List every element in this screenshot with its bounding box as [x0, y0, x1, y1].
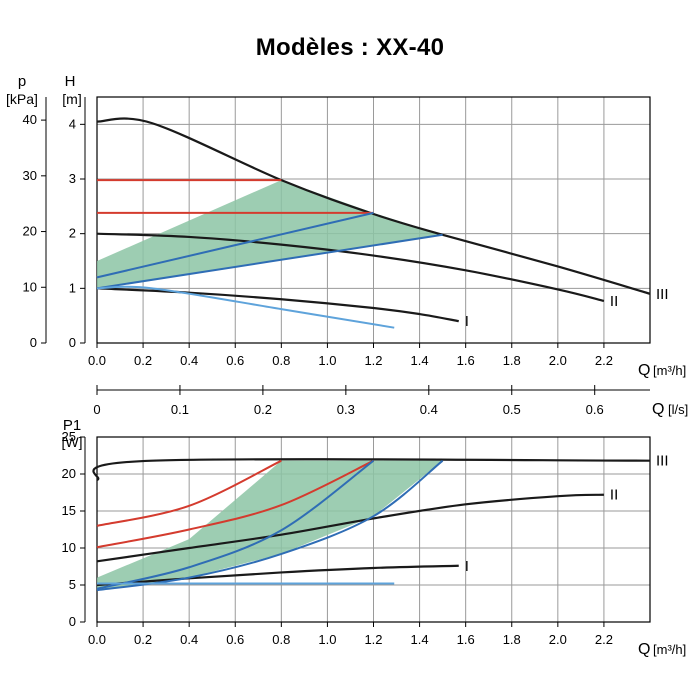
series-II [96, 493, 604, 563]
ls-tick-label: 0.2 [254, 402, 272, 417]
x-tick-label: 1.4 [411, 353, 429, 368]
ls-axis-unit: [l/s] [668, 402, 688, 417]
x-tick-label: 1.8 [503, 632, 521, 647]
ls-tick-label: 0.1 [171, 402, 189, 417]
y2-tick-label: 30 [23, 168, 37, 183]
series-III [92, 458, 651, 481]
x-tick-label: 0.0 [88, 632, 106, 647]
x-tick-label: 0.8 [272, 353, 290, 368]
y2-tick-label: 0 [30, 335, 37, 350]
y-tick-label: 10 [62, 540, 76, 555]
series-constant-pressure-low [96, 459, 374, 549]
series-III [96, 117, 651, 295]
x-tick-label: 2.2 [595, 632, 613, 647]
y-tick-label: 5 [69, 577, 76, 592]
x-tick-label: 2.0 [549, 632, 567, 647]
x-tick-label: 2.0 [549, 353, 567, 368]
chart-title: Modèles : XX-40 [255, 34, 445, 61]
y-axis-label: H [65, 73, 76, 90]
x-tick-label: 1.0 [318, 353, 336, 368]
series-constant-pressure-high [96, 459, 282, 527]
curve-label-II: II [610, 487, 618, 504]
x-axis-unit: [m³/h] [653, 642, 686, 657]
y-tick-label: 3 [69, 171, 76, 186]
x-tick-label: 0.2 [134, 632, 152, 647]
x-tick-label: 0.2 [134, 353, 152, 368]
curve-label-I: I [465, 558, 469, 575]
series-proportional-high [96, 459, 375, 590]
y2-axis-unit: [kPa] [6, 91, 38, 107]
x-tick-label: 0.6 [226, 632, 244, 647]
x-tick-label: 0.8 [272, 632, 290, 647]
series-autoadapt-min [96, 285, 395, 329]
curve-label-III: III [656, 453, 669, 470]
x-axis-label: Q [638, 362, 650, 379]
flow-ls-axis: 0 0.1 0.2 0.3 0.4 0.5 0.6 Q [l/s] [93, 385, 688, 418]
x-tick-label: 0.4 [180, 632, 198, 647]
series-I [96, 287, 459, 323]
ls-axis-label: Q [652, 401, 664, 418]
y-axis-label: P1 [63, 417, 81, 434]
series-proportional-low [96, 233, 443, 290]
y2-axis-label: p [18, 73, 26, 90]
y-tick-label: 20 [62, 466, 76, 481]
y-tick-label: 1 [69, 280, 76, 295]
x-tick-label: 0.6 [226, 353, 244, 368]
curve-label-II: II [610, 293, 618, 310]
y-tick-label: 2 [69, 226, 76, 241]
x-tick-label: 0.0 [88, 353, 106, 368]
ls-tick-label: 0.4 [420, 402, 438, 417]
x-axis-unit: [m³/h] [653, 363, 686, 378]
y2-tick-label: 40 [23, 112, 37, 127]
x-tick-label: 1.2 [364, 632, 382, 647]
series-proportional-high [96, 211, 374, 279]
x-tick-label: 1.6 [457, 632, 475, 647]
x-tick-label: 0.4 [180, 353, 198, 368]
ls-tick-label: 0.5 [503, 402, 521, 417]
curve-label-III: III [656, 286, 669, 303]
x-tick-label: 1.6 [457, 353, 475, 368]
curve-label-I: I [465, 313, 469, 330]
y2-tick-label: 20 [23, 224, 37, 239]
x-axis-label: Q [638, 641, 650, 658]
series-proportional-low [96, 459, 444, 592]
series-II [96, 232, 605, 302]
ls-tick-label: 0 [93, 402, 100, 417]
x-tick-label: 2.2 [595, 353, 613, 368]
y-axis-unit: [W] [62, 434, 83, 450]
y-tick-label: 0 [69, 614, 76, 629]
y2-tick-label: 10 [23, 279, 37, 294]
y-tick-label: 15 [62, 503, 76, 518]
x-tick-label: 1.8 [503, 353, 521, 368]
x-tick-label: 1.4 [411, 632, 429, 647]
y-axis-unit: [m] [62, 91, 81, 107]
ls-tick-label: 0.3 [337, 402, 355, 417]
y-tick-label: 25 [62, 429, 76, 444]
y-tick-label: 0 [69, 335, 76, 350]
series-I [96, 564, 459, 587]
x-tick-label: 1.2 [364, 353, 382, 368]
ls-tick-label: 0.6 [586, 402, 604, 417]
y-tick-label: 4 [69, 116, 76, 131]
x-tick-label: 1.0 [318, 632, 336, 647]
autoadapt-area [97, 460, 443, 591]
